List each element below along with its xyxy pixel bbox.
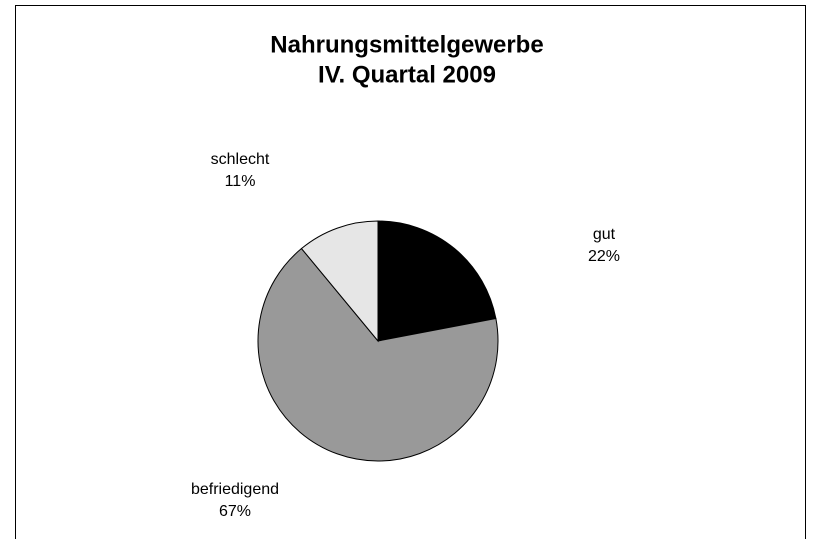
chart-title: Nahrungsmittelgewerbe [270, 31, 543, 58]
slice-value-label: 22% [588, 248, 620, 265]
chart-title: IV. Quartal 2009 [318, 61, 496, 88]
slice-label: schlecht [211, 151, 270, 168]
slice-label: befriedigend [191, 481, 279, 498]
pie-slice [377, 220, 497, 342]
pie-slice [300, 220, 379, 343]
slice-value-label: 11% [225, 173, 256, 190]
pie-slice [257, 247, 499, 462]
slice-value-label: 67% [219, 503, 251, 520]
slice-label: gut [593, 226, 616, 243]
